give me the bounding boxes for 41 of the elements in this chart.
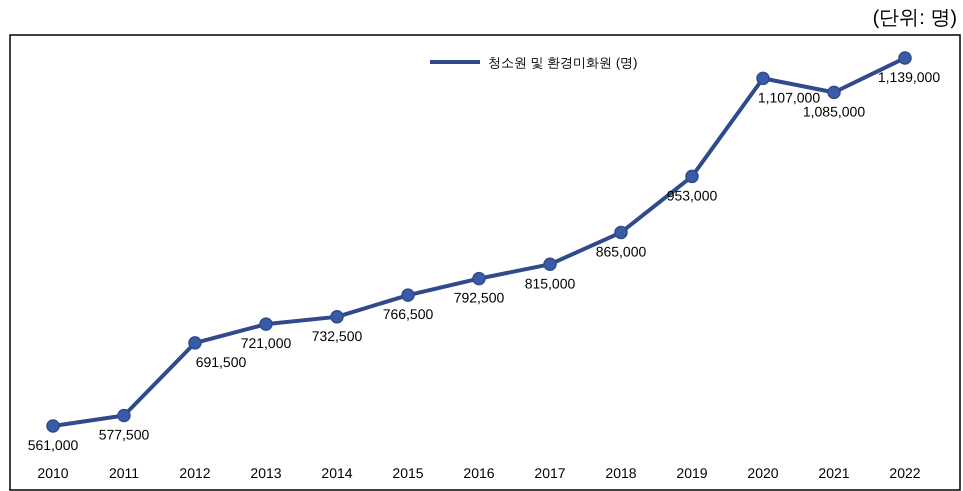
- data-label: 1,107,000: [758, 89, 820, 106]
- x-tick-label: 2016: [463, 465, 495, 481]
- point: [330, 310, 344, 324]
- data-label: 865,000: [596, 243, 647, 260]
- data-label: 953,000: [666, 187, 718, 204]
- x-tick-label: 2010: [37, 465, 69, 481]
- point: [259, 317, 273, 331]
- data-label: 577,500: [98, 426, 150, 442]
- x-tick-label: 2013: [250, 465, 282, 481]
- x-tick-label: 2014: [321, 465, 353, 481]
- x-tick-label: 2021: [818, 465, 850, 481]
- point: [46, 419, 60, 433]
- data-label: 691,500: [196, 354, 247, 370]
- point: [117, 408, 131, 422]
- data-label: 792,500: [454, 290, 505, 306]
- x-tick-label: 2012: [179, 465, 211, 481]
- x-tick-label: 2018: [605, 465, 637, 481]
- point: [685, 170, 699, 184]
- point: [401, 288, 415, 302]
- data-label: 766,500: [382, 306, 434, 322]
- legend-label: 청소원 및 환경미화원 (명): [488, 55, 638, 70]
- data-label: 1,085,000: [802, 103, 866, 120]
- point: [827, 86, 841, 100]
- point: [472, 272, 486, 286]
- data-label: 721,000: [240, 335, 292, 352]
- point: [756, 72, 770, 86]
- point: [543, 258, 557, 272]
- point: [898, 51, 912, 65]
- x-tick-label: 2022: [889, 465, 921, 481]
- x-tick-label: 2017: [534, 465, 566, 481]
- data-label: 1,139,000: [878, 69, 940, 85]
- point: [614, 226, 628, 240]
- point: [188, 336, 202, 350]
- x-tick-label: 2020: [747, 465, 779, 481]
- text: (단위: 명): [872, 7, 957, 29]
- data-label: 732,500: [312, 328, 363, 344]
- x-tick-label: 2011: [108, 465, 140, 481]
- data-label: 815,000: [524, 275, 576, 292]
- x-tick-label: 2019: [676, 465, 708, 481]
- data-label: 561,000: [28, 437, 79, 453]
- x-tick-label: 2015: [392, 465, 424, 481]
